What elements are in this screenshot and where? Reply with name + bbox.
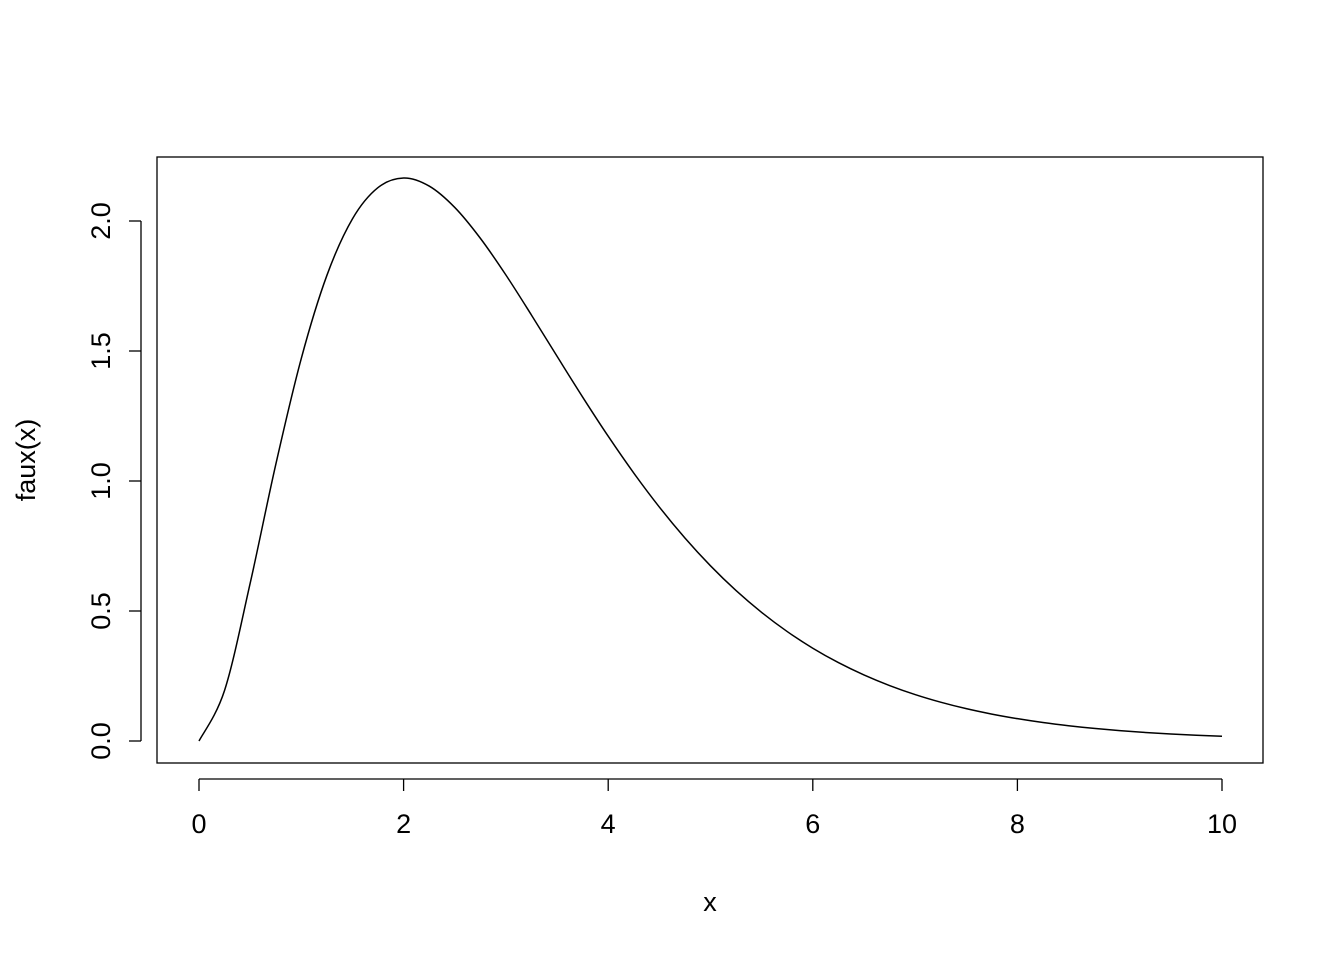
x-tick-label: 10 — [1207, 809, 1237, 839]
y-tick-label: 1.5 — [86, 332, 116, 370]
x-tick-label: 2 — [396, 809, 411, 839]
x-tick-label: 0 — [191, 809, 206, 839]
y-tick-label: 2.0 — [86, 202, 116, 240]
x-axis-label: x — [703, 887, 717, 917]
y-axis: 0.0 0.5 1.0 1.5 2.0 — [86, 202, 142, 760]
y-axis-label: faux(x) — [11, 419, 41, 502]
y-tick-label: 0.5 — [86, 592, 116, 630]
x-axis: 0 2 4 6 8 10 — [191, 778, 1237, 839]
x-tick-label: 4 — [601, 809, 616, 839]
y-tick-label: 0.0 — [86, 722, 116, 760]
series-line — [198, 177, 1223, 742]
plot-frame — [156, 156, 1264, 764]
x-tick-label: 6 — [805, 809, 820, 839]
x-tick-label: 8 — [1010, 809, 1025, 839]
y-tick-label: 1.0 — [86, 462, 116, 500]
